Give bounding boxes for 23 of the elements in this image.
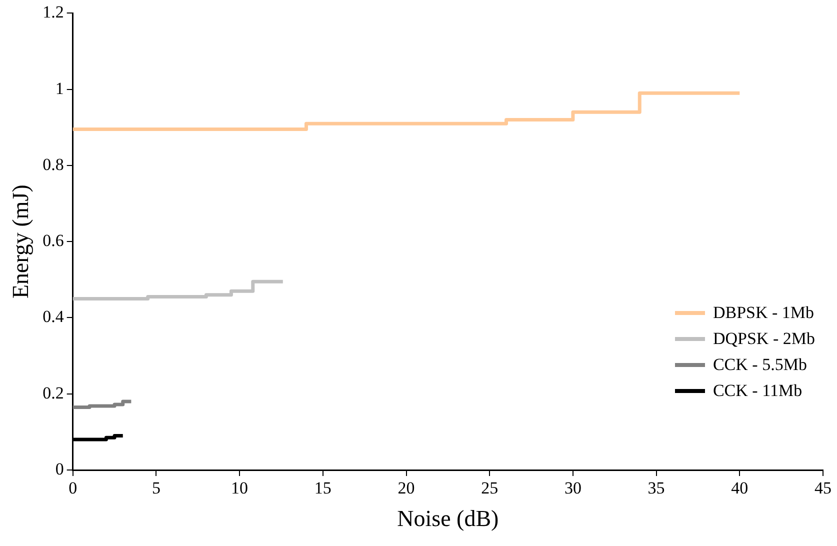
x-tick-label: 40 xyxy=(731,478,748,498)
legend-label: CCK - 5.5Mb xyxy=(712,355,807,375)
x-tick-label: 25 xyxy=(481,478,498,498)
y-tick-label: 0.6 xyxy=(42,231,64,250)
y-axis-title: Energy (mJ) xyxy=(8,184,33,299)
legend-label: DBPSK - 1Mb xyxy=(712,303,814,323)
y-tick-label: 1.2 xyxy=(42,2,64,22)
x-tick-label: 20 xyxy=(398,478,415,498)
x-tick-label: 35 xyxy=(648,478,665,498)
x-tick-label: 45 xyxy=(814,478,832,498)
y-tick-label: 0 xyxy=(55,459,64,478)
y-tick-label: 0.8 xyxy=(42,154,64,174)
y-tick-label: 1 xyxy=(55,78,64,98)
x-axis-title: Noise (dB) xyxy=(397,506,499,532)
x-tick-label: 0 xyxy=(68,478,78,498)
x-tick-label: 30 xyxy=(564,478,582,498)
x-tick-label: 10 xyxy=(231,478,248,498)
x-tick-label: 15 xyxy=(314,478,332,498)
legend-label: CCK - 11Mb xyxy=(712,381,802,401)
legend-label: DQPSK - 2Mb xyxy=(712,329,815,349)
y-tick-label: 0.4 xyxy=(42,307,64,326)
x-tick-label: 5 xyxy=(152,478,160,498)
y-tick-label: 0.2 xyxy=(42,383,64,402)
